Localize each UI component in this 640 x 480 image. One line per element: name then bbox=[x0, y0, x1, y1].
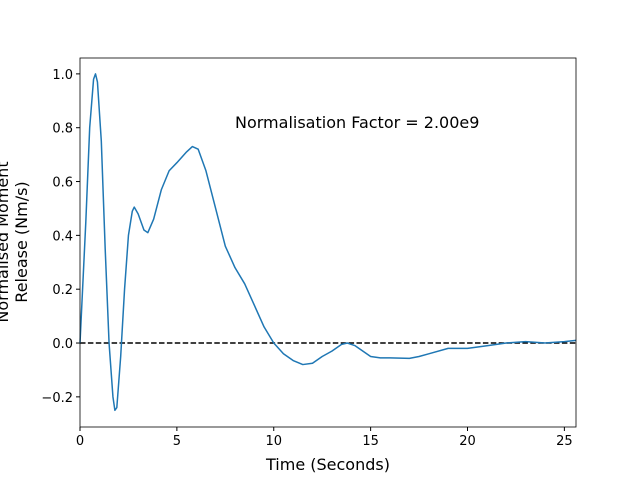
y-tick-label: 0.4 bbox=[52, 229, 73, 244]
plot-frame bbox=[79, 57, 577, 428]
y-tick-label: −0.2 bbox=[41, 391, 73, 406]
y-tick-label: 0.6 bbox=[52, 176, 73, 191]
y-tick-label: 0.8 bbox=[52, 122, 73, 137]
x-tick-label: 15 bbox=[362, 434, 379, 449]
y-axis-label: Release (Nm/s) bbox=[12, 181, 31, 302]
x-tick-label: 20 bbox=[459, 434, 476, 449]
data-line bbox=[79, 73, 577, 412]
x-axis-label: Time (Seconds) bbox=[265, 455, 390, 474]
annotation: Normalisation Factor = 2.00e9 bbox=[235, 113, 479, 132]
y-axis-label: Normalised Moment bbox=[0, 161, 12, 322]
x-tick-label: 5 bbox=[173, 434, 181, 449]
y-tick-label: 0.0 bbox=[52, 337, 73, 352]
x-tick-label: 25 bbox=[556, 434, 573, 449]
y-tick-label: 1.0 bbox=[52, 68, 73, 83]
x-tick-label: 0 bbox=[76, 434, 84, 449]
y-tick-label: 0.2 bbox=[52, 283, 73, 298]
x-tick-label: 10 bbox=[265, 434, 282, 449]
